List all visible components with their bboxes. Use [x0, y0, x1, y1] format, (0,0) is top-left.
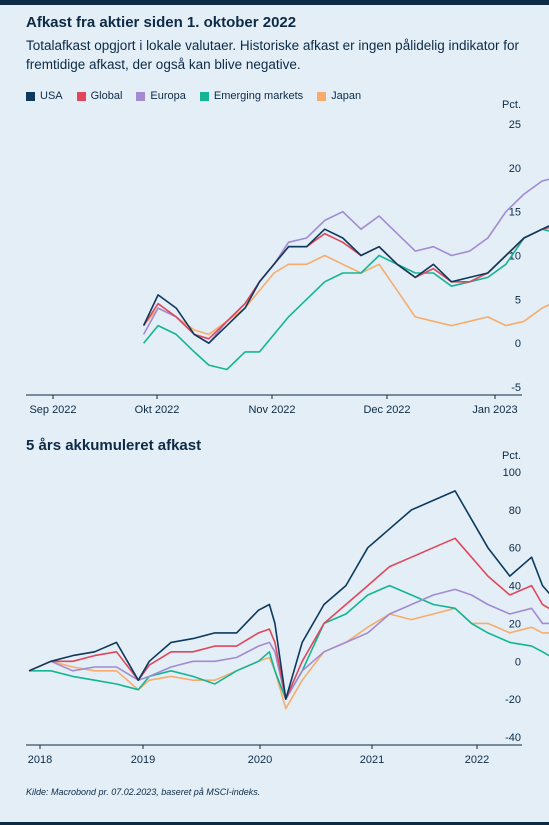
- legend-label-europa: Europa: [150, 90, 186, 102]
- legend: USA Global Europa Emerging markets Japan: [26, 90, 361, 102]
- chart1-x-tick-label: Dec 2022: [363, 404, 410, 416]
- chart1-y-tick-label: 20: [509, 163, 521, 175]
- chart1-series-line-japan: [142, 254, 549, 336]
- legend-item-japan: Japan: [317, 90, 361, 102]
- chart2-x-tick-label: 2021: [360, 754, 384, 766]
- legend-swatch-europa: [136, 91, 146, 101]
- legend-label-japan: Japan: [331, 90, 362, 102]
- legend-swatch-usa: [26, 91, 35, 101]
- chart2-y-tick-label: 40: [509, 581, 521, 593]
- chart2-y-tick-label: 60: [509, 543, 521, 555]
- chart1-y-tick-label: 25: [509, 119, 521, 131]
- chart1-x-tick-label: Sep 2022: [29, 404, 76, 416]
- chart2-y-tick-label: 80: [509, 505, 521, 517]
- legend-label-emerging: Emerging markets: [213, 90, 304, 102]
- chart1-x-tick-label: Nov 2022: [248, 404, 295, 416]
- chart2-y-tick-label: -20: [505, 694, 521, 706]
- chart2-title: 5 års akkumuleret afkast: [26, 437, 202, 454]
- chart2-y-tick-label: 20: [509, 618, 521, 630]
- chart1-y-tick-label: -5: [511, 382, 521, 394]
- chart1-y-unit-label: Pct.: [502, 99, 521, 111]
- legend-item-europa: Europa: [136, 90, 186, 102]
- legend-swatch-japan: [317, 91, 327, 101]
- bottom-bar: [0, 822, 549, 825]
- chart1-series-line-europa: [142, 178, 549, 345]
- chart2-x-tick-label: 2019: [131, 754, 155, 766]
- chart2-x-tick-label: 2018: [28, 754, 52, 766]
- legend-item-global: Global: [76, 90, 123, 102]
- chart1-series-line-emerging-markets: [142, 228, 549, 371]
- chart2-series-line-usa: [28, 490, 549, 700]
- chart2-y-tick-label: 0: [515, 656, 521, 668]
- chart1-x-tick-label: Jan 2023: [472, 404, 517, 416]
- chart1-y-tick-label: 15: [509, 207, 521, 219]
- legend-item-emerging: Emerging markets: [199, 90, 304, 102]
- chart1-series-line-usa: [142, 224, 549, 345]
- chart1-y-tick-label: 5: [515, 294, 521, 306]
- legend-label-usa: USA: [40, 90, 63, 102]
- chart2-y-tick-label: 100: [503, 467, 521, 479]
- legend-label-global: Global: [90, 90, 123, 102]
- chart1-subtitle: Totalafkast opgjort i lokale valutaer. H…: [26, 38, 520, 72]
- chart1-y-tick-label: 0: [515, 338, 521, 350]
- chart1-y-tick-label: 10: [509, 251, 521, 263]
- legend-swatch-emerging: [199, 91, 209, 101]
- source-note: Kilde: Macrobond pr. 07.02.2023, baseret…: [26, 787, 261, 797]
- chart2-x-tick-label: 2020: [248, 754, 272, 766]
- chart1-title: Afkast fra aktier siden 1. oktober 2022: [26, 14, 297, 31]
- top-bar: [0, 0, 549, 5]
- chart2-y-unit-label: Pct.: [502, 450, 521, 462]
- chart1-x-tick-label: Okt 2022: [135, 404, 180, 416]
- legend-swatch-global: [76, 91, 86, 101]
- chart2-x-tick-label: 2022: [465, 754, 489, 766]
- legend-item-usa: USA: [26, 90, 63, 102]
- chart2-series-line-emerging-markets: [29, 584, 549, 700]
- chart2-series-line-global: [28, 537, 549, 700]
- chart2-y-tick-label: -40: [505, 732, 521, 744]
